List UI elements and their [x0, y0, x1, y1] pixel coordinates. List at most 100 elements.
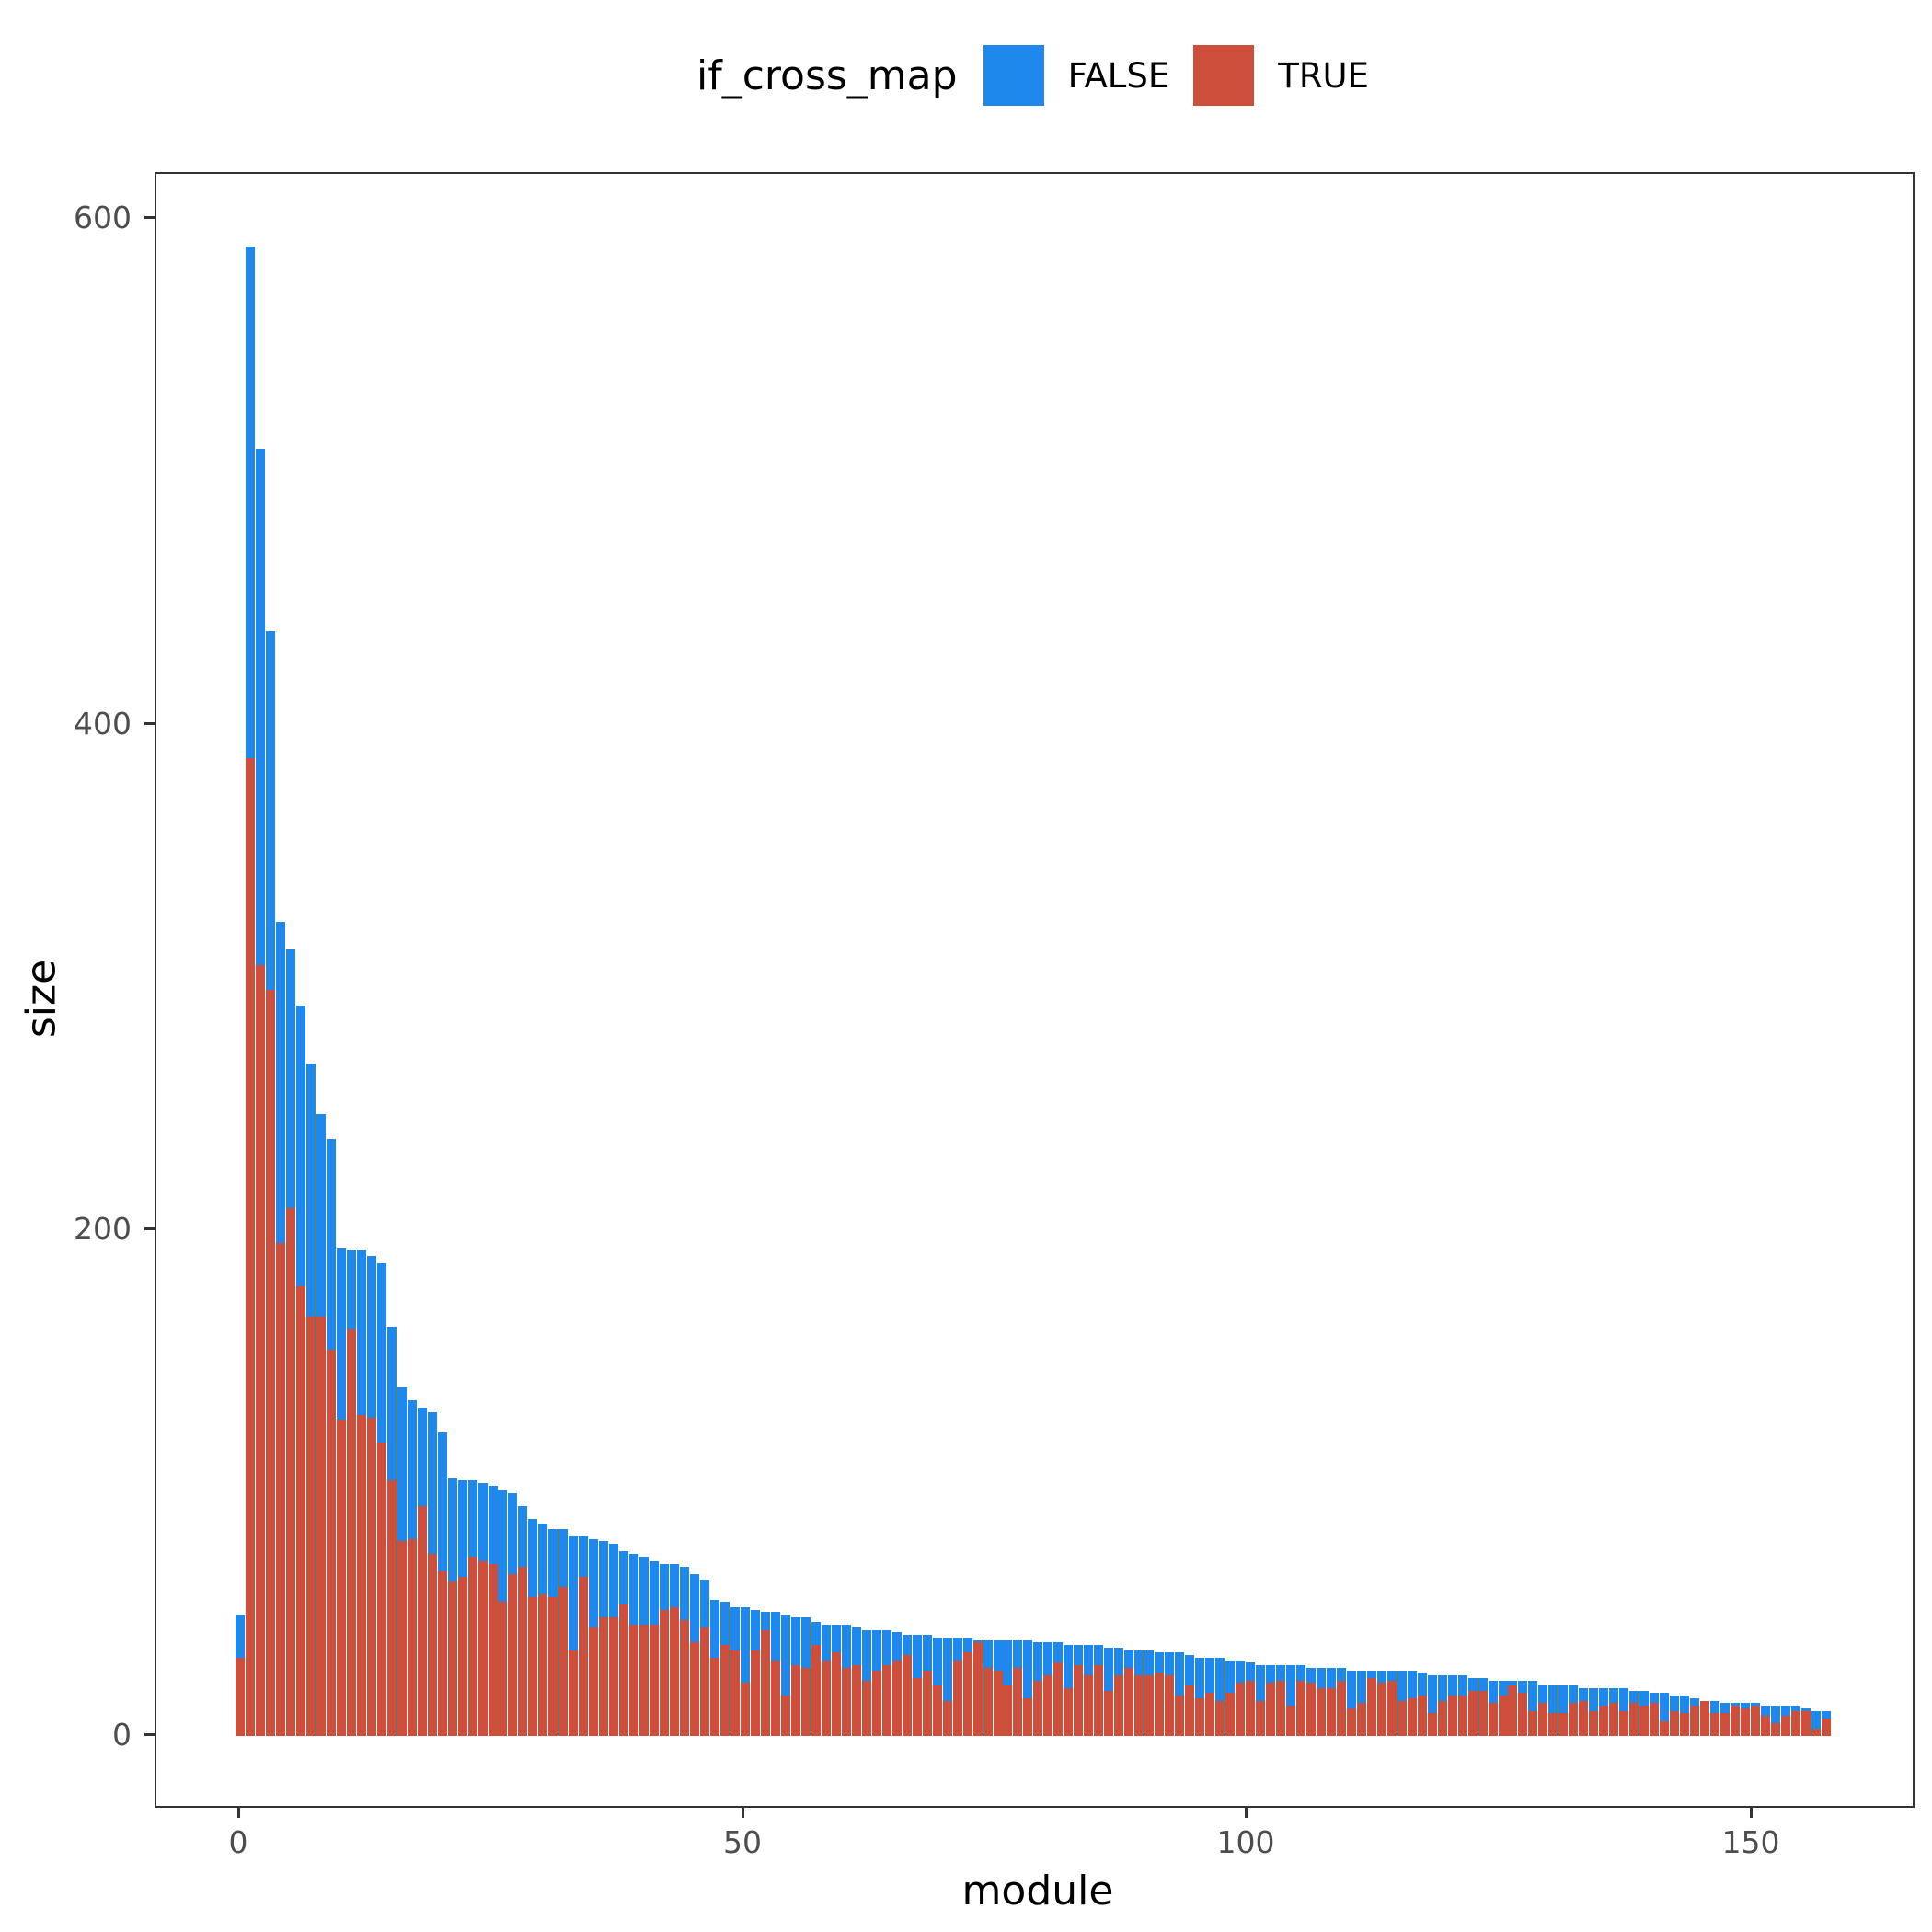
- bar-false: [1084, 1645, 1094, 1676]
- bar-false: [619, 1551, 629, 1605]
- bar-true: [750, 1650, 760, 1736]
- bar-false: [730, 1606, 741, 1650]
- bar-false: [1488, 1680, 1498, 1704]
- bar-true: [1003, 1685, 1013, 1736]
- bar-false: [1134, 1650, 1144, 1676]
- bar-true: [1165, 1675, 1175, 1736]
- bar-true: [488, 1564, 498, 1736]
- legend-swatch-true: [1193, 45, 1255, 106]
- bar-true: [1084, 1675, 1094, 1736]
- y-tick-label: 600: [74, 200, 132, 236]
- x-tick-label: 0: [228, 1824, 248, 1860]
- legend-label-false: FALSE: [1067, 55, 1170, 96]
- bar-true: [619, 1604, 629, 1736]
- bar-true: [407, 1538, 417, 1736]
- bar-false: [983, 1639, 993, 1668]
- bar-false: [1185, 1655, 1195, 1686]
- bar-true: [1650, 1703, 1660, 1736]
- bar-false: [417, 1407, 427, 1506]
- bar-false: [851, 1627, 861, 1666]
- bar-false: [1629, 1690, 1639, 1704]
- bar-true: [1134, 1675, 1144, 1736]
- bar-false: [1741, 1703, 1751, 1708]
- bar-true: [741, 1683, 750, 1736]
- bar-false: [1346, 1670, 1356, 1708]
- bar-true: [427, 1554, 437, 1736]
- bar-false: [1650, 1693, 1660, 1704]
- bar-true: [871, 1670, 881, 1736]
- bar-false: [437, 1432, 447, 1572]
- bar-false: [1538, 1685, 1548, 1704]
- bar-false: [518, 1505, 528, 1567]
- bar-true: [417, 1505, 427, 1736]
- bar-true: [1569, 1703, 1579, 1736]
- bar-false: [1397, 1670, 1407, 1701]
- bar-true: [326, 1349, 336, 1736]
- bar-false: [891, 1632, 902, 1661]
- bar-true: [1175, 1696, 1185, 1736]
- bar-true: [1488, 1703, 1498, 1736]
- bar-true: [1033, 1680, 1043, 1736]
- bar-false: [386, 1326, 397, 1481]
- bar-false: [427, 1412, 437, 1555]
- bar-false: [670, 1564, 680, 1607]
- bar-false: [1064, 1645, 1074, 1688]
- bar-false: [760, 1612, 770, 1630]
- bar-false: [680, 1566, 690, 1620]
- bar-true: [1528, 1710, 1538, 1736]
- bar-true: [1053, 1662, 1064, 1736]
- bar-false: [397, 1386, 407, 1542]
- bar-false: [1710, 1700, 1720, 1714]
- x-tick-150: [1750, 1808, 1753, 1818]
- bar-true: [1265, 1683, 1275, 1736]
- y-tick-0: [144, 1733, 155, 1736]
- bar-true: [972, 1642, 983, 1736]
- bar-false: [1528, 1680, 1538, 1711]
- bar-false: [780, 1615, 790, 1696]
- bar-false: [1619, 1687, 1629, 1711]
- bar-false: [1569, 1685, 1579, 1704]
- bar-true: [1195, 1697, 1205, 1736]
- bar-false: [255, 449, 265, 965]
- bar-false: [1386, 1670, 1397, 1681]
- bar-false: [1731, 1703, 1741, 1706]
- bar-false: [1498, 1680, 1508, 1696]
- bar-true: [1155, 1673, 1165, 1736]
- bar-true: [1346, 1708, 1356, 1736]
- bar-false: [1579, 1687, 1589, 1701]
- bar-false: [1639, 1690, 1650, 1707]
- bar-false: [376, 1263, 386, 1443]
- bar-true: [356, 1415, 366, 1736]
- bar-true: [1023, 1697, 1033, 1736]
- bar-false: [1305, 1667, 1316, 1684]
- bar-true: [1811, 1728, 1821, 1736]
- bar-true: [983, 1667, 993, 1736]
- bar-true: [305, 1316, 316, 1736]
- bar-true: [1246, 1680, 1255, 1736]
- bar-false: [1548, 1685, 1558, 1714]
- bar-true: [437, 1571, 447, 1736]
- bar-true: [386, 1480, 397, 1736]
- bar-true: [670, 1606, 680, 1736]
- bar-true: [1205, 1693, 1215, 1736]
- bar-false: [457, 1480, 467, 1577]
- bar-false: [305, 1064, 316, 1317]
- bar-true: [1255, 1700, 1265, 1736]
- bar-true: [811, 1645, 821, 1736]
- bar-false: [295, 1005, 305, 1286]
- bar-false: [366, 1255, 376, 1418]
- bar-false: [599, 1541, 609, 1617]
- bar-false: [548, 1528, 558, 1597]
- bar-false: [932, 1637, 942, 1686]
- bar-false: [346, 1250, 356, 1329]
- y-axis-label: size: [17, 959, 65, 1039]
- bar-true: [579, 1576, 589, 1736]
- bar-true: [336, 1420, 346, 1736]
- bar-false: [881, 1629, 891, 1666]
- bar-false: [407, 1399, 417, 1539]
- y-tick-label: 0: [112, 1717, 132, 1753]
- bar-true: [346, 1328, 356, 1736]
- y-tick-600: [144, 216, 155, 219]
- bar-false: [639, 1556, 650, 1626]
- bar-true: [660, 1609, 670, 1736]
